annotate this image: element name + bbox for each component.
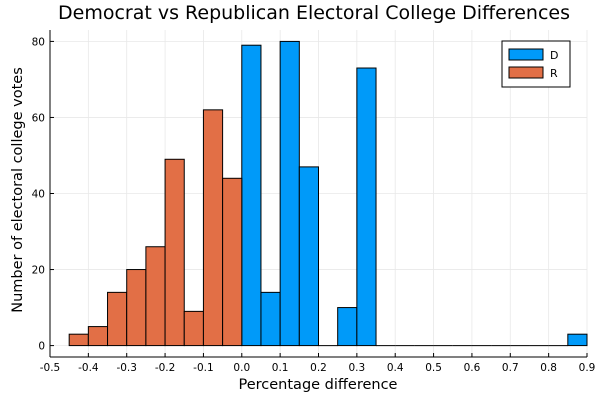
bar-d (260, 291, 281, 347)
bar-r (202, 109, 224, 347)
x-tick-label: -0.1 (193, 362, 214, 374)
bar-r (222, 177, 243, 347)
legend: DR (501, 40, 571, 88)
y-tick-label: 60 (32, 112, 45, 124)
bar-d (241, 44, 262, 347)
bar-d (356, 67, 377, 347)
x-tick-label: 0.9 (579, 362, 596, 374)
axes (49, 30, 588, 358)
bar-d (279, 40, 300, 347)
x-tick-label: 0.1 (272, 362, 289, 374)
bar-r (107, 291, 128, 347)
x-tick-label: 0.2 (310, 362, 327, 374)
bar-r (183, 310, 204, 347)
bar-r (145, 246, 166, 347)
bar-d (337, 307, 358, 347)
bar-d (567, 333, 588, 347)
y-axis-label: Number of electoral college votes (10, 67, 26, 313)
x-tick-label: -0.2 (155, 362, 176, 374)
x-tick-label: 0.7 (502, 362, 519, 374)
x-tick-label: -0.5 (40, 362, 61, 374)
x-tick-label: -0.3 (116, 362, 137, 374)
bar-r (164, 158, 185, 347)
bar-d (298, 166, 320, 347)
y-tick-label: 40 (32, 189, 45, 201)
x-tick-label: 0.8 (540, 362, 557, 374)
x-tick-label: 0.6 (464, 362, 481, 374)
y-tick-label: 0 (38, 341, 45, 353)
x-tick-label: -0.4 (78, 362, 99, 374)
x-tick-label: 0.0 (233, 362, 250, 374)
legend-label-r: R (550, 67, 558, 80)
bar-r (68, 333, 89, 347)
legend-swatch-d (508, 48, 544, 61)
bar-r (126, 269, 147, 347)
bars (68, 40, 588, 347)
bar-r (87, 326, 109, 347)
x-axis-label: Percentage difference (239, 377, 398, 393)
x-tick-label: 0.4 (387, 362, 404, 374)
y-tick-label: 20 (32, 265, 45, 277)
legend-swatch-r (508, 66, 544, 79)
chart-title: Democrat vs Republican Electoral College… (58, 2, 570, 24)
tick-labels: -0.5 -0.4 -0.3 -0.2 -0.1 0.0 0.1 0.2 0.3 0.4 0.5 0.… (32, 36, 596, 374)
x-tick-label: 0.3 (349, 362, 366, 374)
legend-label-d: D (550, 49, 558, 62)
y-tick-label: 80 (32, 36, 45, 48)
x-tick-label: 0.5 (425, 362, 442, 374)
legend-box (501, 40, 571, 88)
